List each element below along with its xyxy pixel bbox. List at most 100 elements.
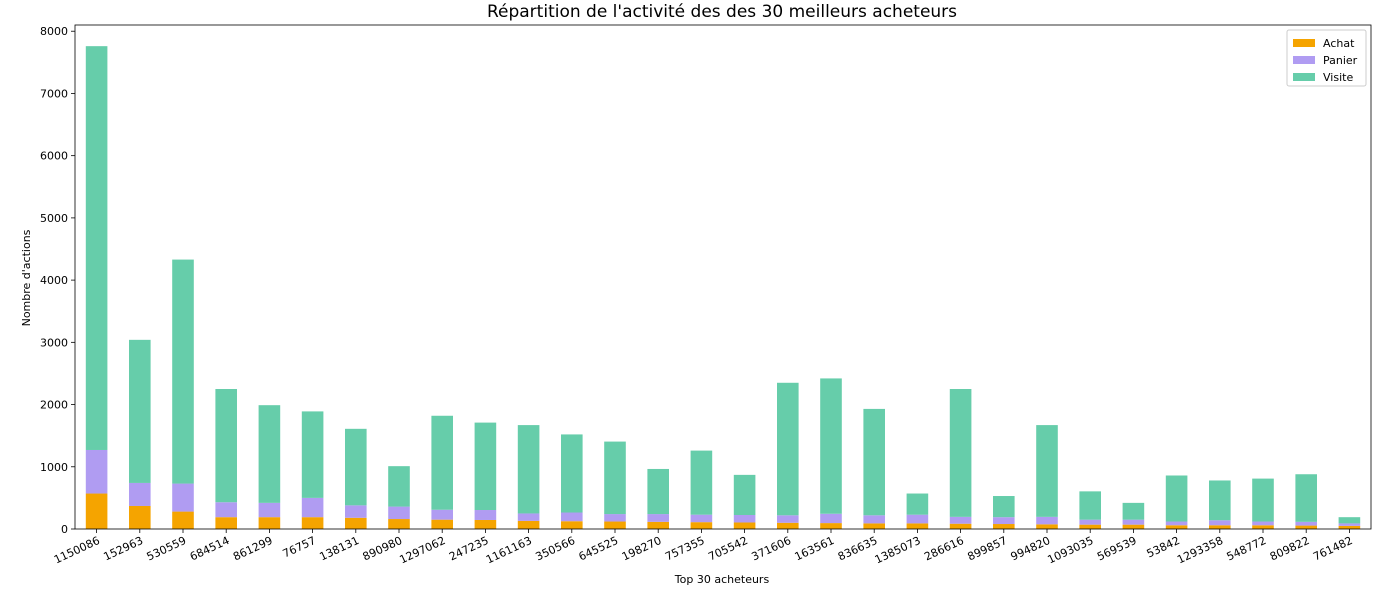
bar-visite-994820 xyxy=(1036,425,1058,517)
bar-panier-890980 xyxy=(388,506,410,520)
x-tick-label: 152963 xyxy=(102,534,146,564)
bar-panier-645525 xyxy=(604,514,626,522)
x-tick-label: 1297062 xyxy=(398,534,448,566)
y-tick-label: 8000 xyxy=(40,25,68,38)
bar-panier-198270 xyxy=(647,514,669,522)
bar-achat-163561 xyxy=(820,523,842,529)
y-tick-label: 4000 xyxy=(40,274,68,287)
bar-achat-861299 xyxy=(258,517,281,529)
bar-visite-1150086 xyxy=(85,46,108,450)
bar-visite-138131 xyxy=(345,428,367,506)
bar-achat-1293358 xyxy=(1209,525,1231,529)
x-tick-label: 163561 xyxy=(793,534,837,564)
bar-visite-1297062 xyxy=(431,415,453,510)
bar-visite-1161163 xyxy=(517,425,540,514)
x-tick-label: 198270 xyxy=(620,534,664,564)
bar-visite-836635 xyxy=(863,408,885,516)
bar-visite-899857 xyxy=(993,496,1015,518)
bar-panier-247235 xyxy=(474,510,497,520)
bar-panier-1161163 xyxy=(517,513,540,521)
x-tick-label: 1293358 xyxy=(1175,534,1225,566)
bar-achat-836635 xyxy=(863,523,885,529)
bar-visite-76757 xyxy=(301,411,324,498)
bar-visite-371606 xyxy=(777,382,799,516)
bar-panier-684514 xyxy=(215,502,237,518)
bar-achat-76757 xyxy=(301,517,324,529)
x-axis-label: Top 30 acheteurs xyxy=(674,573,770,586)
bar-visite-569539 xyxy=(1122,502,1145,520)
y-tick-label: 7000 xyxy=(40,87,68,100)
bar-panier-757355 xyxy=(690,514,713,523)
bar-panier-1297062 xyxy=(431,509,453,520)
bar-achat-548772 xyxy=(1252,525,1274,529)
bar-visite-152963 xyxy=(129,339,151,483)
bar-panier-861299 xyxy=(258,502,281,518)
bar-achat-899857 xyxy=(993,524,1015,529)
bar-achat-890980 xyxy=(388,519,410,529)
bar-panier-1293358 xyxy=(1209,520,1231,526)
bar-panier-1385073 xyxy=(906,514,929,524)
bar-visite-1293358 xyxy=(1209,480,1231,521)
bar-panier-152963 xyxy=(129,482,151,506)
axes-frame xyxy=(74,24,1372,530)
bar-visite-890980 xyxy=(388,466,410,507)
x-tick-label: 350566 xyxy=(534,534,578,564)
bar-achat-247235 xyxy=(474,519,497,529)
legend-label-achat: Achat xyxy=(1323,37,1355,50)
bar-panier-1093035 xyxy=(1079,519,1101,525)
bar-panier-371606 xyxy=(777,515,799,523)
bar-achat-809822 xyxy=(1295,525,1317,529)
bar-achat-1385073 xyxy=(906,523,929,529)
bar-visite-53842 xyxy=(1165,475,1188,522)
bar-panier-163561 xyxy=(820,513,842,524)
bar-achat-53842 xyxy=(1165,525,1188,529)
legend-swatch-visite xyxy=(1293,73,1315,81)
bar-achat-684514 xyxy=(215,517,237,529)
bar-panier-809822 xyxy=(1295,521,1317,526)
x-tick-label: 994820 xyxy=(1009,534,1053,564)
x-tick-label: 1093035 xyxy=(1046,534,1096,566)
y-tick-label: 5000 xyxy=(40,212,68,225)
bar-visite-761482 xyxy=(1338,517,1361,524)
bar-achat-350566 xyxy=(561,521,583,529)
legend-label-visite: Visite xyxy=(1323,71,1353,84)
x-tick-label: 684514 xyxy=(188,534,232,564)
bar-achat-761482 xyxy=(1338,525,1361,529)
x-tick-label: 530559 xyxy=(145,534,189,564)
x-tick-label: 1161163 xyxy=(484,534,534,566)
bar-panier-138131 xyxy=(345,505,367,518)
bar-visite-705542 xyxy=(733,474,756,515)
x-tick-label: 138131 xyxy=(318,534,362,564)
legend: Achat Panier Visite xyxy=(1286,29,1367,87)
y-tick-label: 1000 xyxy=(40,461,68,474)
x-tick-label: 836635 xyxy=(836,534,880,564)
x-tick-label: 809822 xyxy=(1268,534,1312,564)
x-tick-label: 705542 xyxy=(706,534,750,564)
y-axis-label: Nombre d'actions xyxy=(20,229,33,326)
x-tick-label: 76757 xyxy=(281,534,318,561)
bar-visite-198270 xyxy=(647,468,669,515)
bar-achat-1150086 xyxy=(85,493,108,529)
x-tick-label: 861299 xyxy=(231,534,275,564)
bar-achat-198270 xyxy=(647,521,669,529)
bar-visite-1093035 xyxy=(1079,491,1101,520)
bar-panier-53842 xyxy=(1165,521,1188,526)
bar-visite-757355 xyxy=(690,450,713,515)
bar-achat-994820 xyxy=(1036,524,1058,529)
bar-panier-1150086 xyxy=(85,449,108,494)
plot-area: 0 1000 2000 3000 4000 5000 6000 7000 8000 1150086… xyxy=(40,24,1372,566)
y-tick-label: 0 xyxy=(61,523,68,536)
y-tick-label: 3000 xyxy=(40,336,68,349)
bar-visite-645525 xyxy=(604,441,626,515)
bar-achat-371606 xyxy=(777,522,799,529)
bar-visite-861299 xyxy=(258,405,281,503)
bar-panier-286616 xyxy=(949,516,972,524)
bar-visite-163561 xyxy=(820,378,842,514)
bar-panier-761482 xyxy=(1338,523,1361,526)
bar-achat-705542 xyxy=(733,522,756,529)
legend-swatch-achat xyxy=(1293,39,1315,47)
bar-panier-899857 xyxy=(993,517,1015,525)
bar-achat-138131 xyxy=(345,517,367,529)
bar-panier-705542 xyxy=(733,515,756,523)
